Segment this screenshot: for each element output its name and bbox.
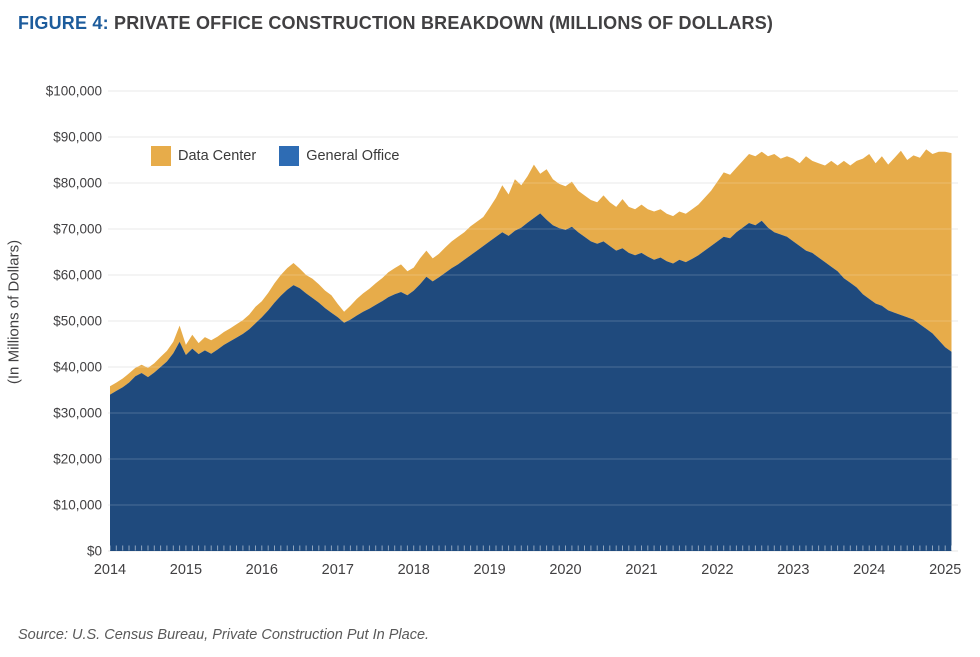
y-tick-label: $0 [87, 544, 102, 559]
x-tick-label: 2018 [398, 562, 430, 578]
data-center-area [110, 149, 952, 395]
x-tick-label: 2024 [853, 562, 885, 578]
figure-number-label: FIGURE 4: [18, 13, 109, 33]
chart-legend: Data Center General Office [151, 146, 399, 166]
y-tick-label: $40,000 [53, 360, 102, 375]
y-tick-label: $70,000 [53, 222, 102, 237]
source-note: Source: U.S. Census Bureau, Private Cons… [18, 627, 430, 643]
x-tick-label: 2017 [322, 562, 354, 578]
y-tick-label: $60,000 [53, 268, 102, 283]
x-tick-label: 2014 [94, 562, 126, 578]
x-tick-label: 2023 [777, 562, 809, 578]
x-tick-label: 2020 [549, 562, 581, 578]
x-tick-label: 2015 [170, 562, 202, 578]
legend-item-data-center: Data Center [151, 146, 256, 166]
data-center-swatch-icon [151, 146, 171, 166]
y-tick-label: $30,000 [53, 406, 102, 421]
y-tick-label: $80,000 [53, 176, 102, 191]
legend-label-data-center: Data Center [178, 148, 257, 164]
x-tick-label: 2022 [701, 562, 733, 578]
x-tick-label: 2016 [246, 562, 278, 578]
y-tick-label: $100,000 [46, 84, 102, 99]
x-tick-label: 2019 [473, 562, 505, 578]
y-tick-label: $20,000 [53, 452, 102, 467]
x-tick-label: 2025 [929, 562, 961, 578]
general-office-swatch-icon [279, 146, 300, 166]
y-tick-label: $90,000 [53, 130, 102, 145]
legend-item-general-office: General Office [279, 146, 399, 166]
x-tick-label: 2021 [625, 562, 657, 578]
y-tick-label: $50,000 [53, 314, 102, 329]
y-tick-label: $10,000 [53, 498, 102, 513]
figure-title: FIGURE 4: PRIVATE OFFICE CONSTRUCTION BR… [18, 13, 773, 34]
figure-title-text: PRIVATE OFFICE CONSTRUCTION BREAKDOWN (M… [114, 13, 774, 33]
legend-label-general-office: General Office [306, 148, 400, 164]
general-office-area [110, 213, 952, 551]
